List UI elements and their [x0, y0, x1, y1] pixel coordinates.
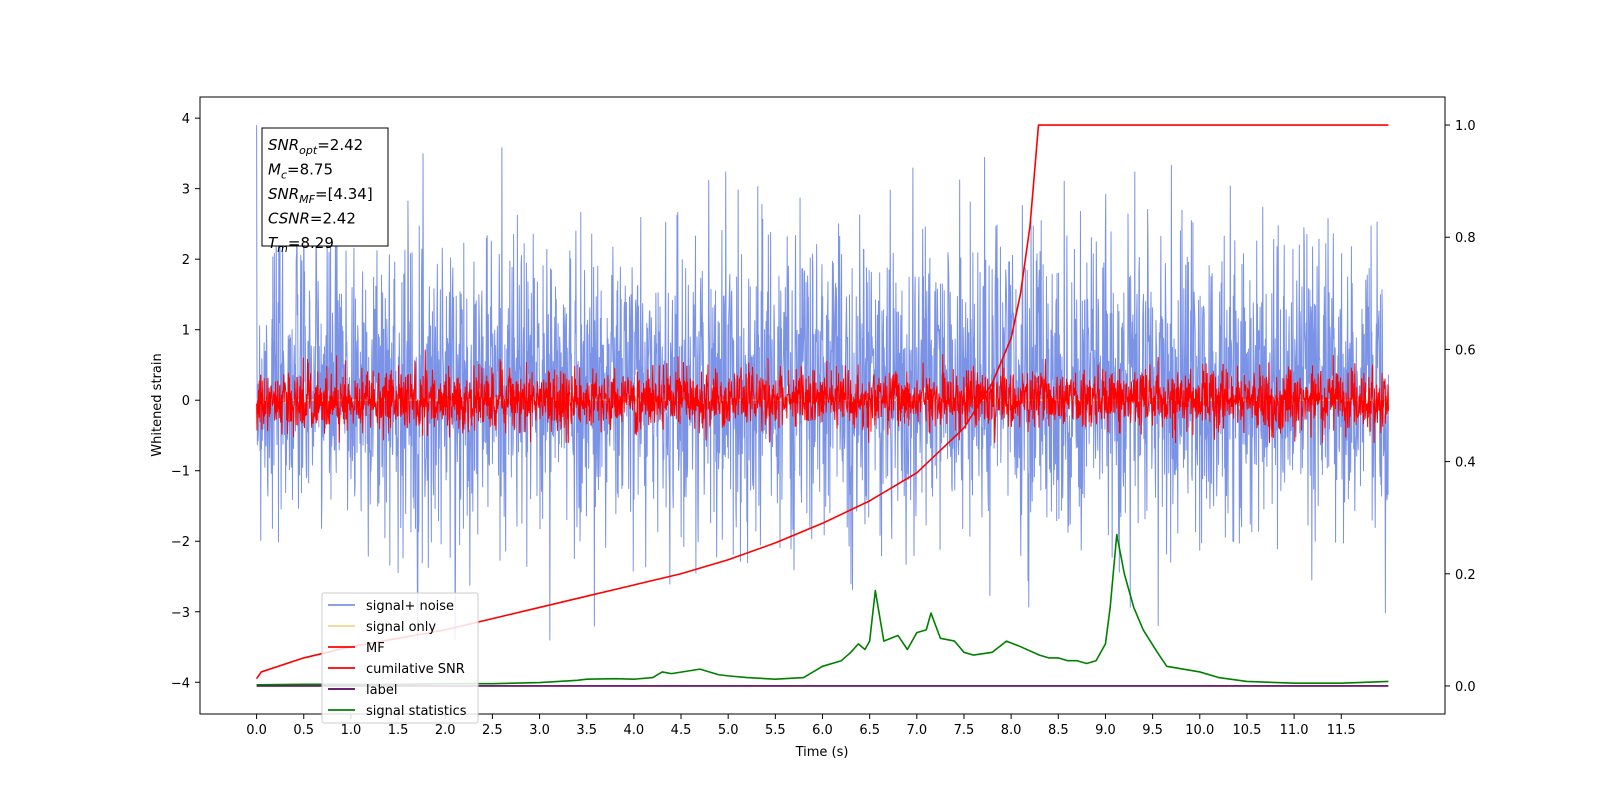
y2-tick-label: 0.2 — [1455, 568, 1476, 583]
y2-tick-label: 0.6 — [1455, 343, 1476, 358]
y-tick-label: −2 — [171, 535, 190, 550]
x-axis-label: Time (s) — [795, 745, 849, 760]
x-tick-label: 8.5 — [1048, 723, 1069, 738]
x-tick-label: 10.0 — [1185, 723, 1214, 738]
x-tick-label: 11.0 — [1280, 723, 1309, 738]
x-tick-label: 11.5 — [1327, 723, 1356, 738]
legend: signal+ noise signal only MF cumilative SNR… — [321, 592, 479, 724]
y2-tick-label: 0.0 — [1455, 680, 1476, 695]
stats-annotation-box: SNRopt=2.42 Mc=8.75 SNRMF=[4.34] CSNR=2.42 T… — [261, 127, 389, 255]
y-tick-label: −1 — [171, 465, 190, 480]
x-tick-label: 9.5 — [1142, 723, 1163, 738]
legend-frame — [321, 592, 479, 724]
x-tick-label: 0.0 — [246, 723, 267, 738]
x-tick-label: 5.0 — [718, 723, 739, 738]
legend-label: cumilative SNR — [366, 662, 465, 677]
legend-label: label — [366, 683, 397, 698]
series-line-signal-noise — [256, 125, 1389, 641]
x-tick-label: 3.0 — [529, 723, 550, 738]
x-tick-label: 10.5 — [1232, 723, 1261, 738]
x-tick-label: 8.0 — [1001, 723, 1022, 738]
series-line-mf — [256, 349, 1389, 444]
x-tick-label: 2.5 — [482, 723, 503, 738]
legend-label: MF — [366, 641, 385, 656]
annotation-line: Tm=8.29 — [268, 234, 334, 255]
x-tick-label: 0.5 — [293, 723, 314, 738]
x-tick-label: 6.0 — [812, 723, 833, 738]
annotation-line: SNRMF=[4.34] — [268, 185, 373, 206]
legend-label: signal only — [366, 620, 436, 635]
annotation-frame — [261, 127, 389, 247]
y-tick-label: 1 — [182, 324, 190, 339]
y-tick-label: 0 — [182, 394, 190, 409]
y-tick-label: 3 — [182, 183, 190, 198]
y2-tick-label: 0.8 — [1455, 231, 1476, 246]
x-tick-label: 4.0 — [624, 723, 645, 738]
y-tick-label: 2 — [182, 253, 190, 268]
x-tick-label: 5.5 — [765, 723, 786, 738]
x-tick-label: 1.5 — [388, 723, 409, 738]
x-tick-label: 9.0 — [1095, 723, 1116, 738]
legend-label: signal statistics — [366, 704, 467, 719]
annotation-line: CSNR=2.42 — [268, 210, 356, 228]
legend-label: signal+ noise — [366, 599, 454, 614]
x-tick-label: 6.5 — [859, 723, 880, 738]
y-tick-label: −4 — [171, 676, 190, 691]
x-tick-label: 3.5 — [576, 723, 597, 738]
x-tick-label: 4.5 — [671, 723, 692, 738]
y-tick-label: 4 — [182, 112, 190, 127]
series-line-signal-statistics — [256, 533, 1389, 686]
y-tick-label: −3 — [171, 606, 190, 621]
y2-tick-label: 1.0 — [1455, 119, 1476, 134]
annotation-line: Mc=8.75 — [268, 161, 333, 182]
x-tick-label: 2.0 — [435, 723, 456, 738]
x-tick-label: 1.0 — [341, 723, 362, 738]
x-tick-label: 7.0 — [906, 723, 927, 738]
x-tick-label: 7.5 — [954, 723, 975, 738]
annotation-line: SNRopt=2.42 — [268, 136, 363, 157]
y2-tick-label: 0.4 — [1455, 456, 1476, 471]
y-axis-label: Whitened strain — [150, 353, 165, 456]
